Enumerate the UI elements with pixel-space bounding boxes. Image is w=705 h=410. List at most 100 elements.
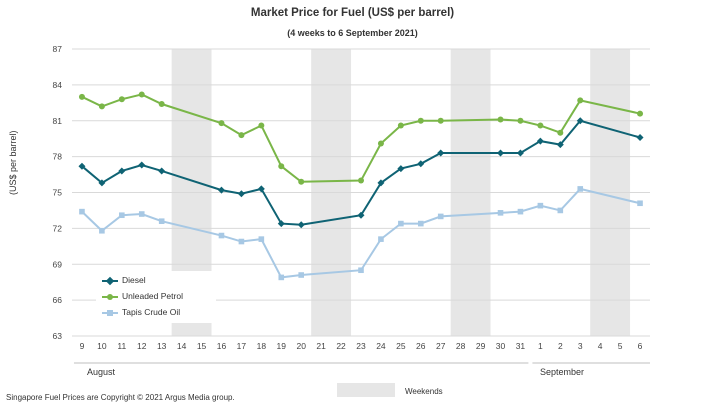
x-tick-label: 27 (436, 341, 446, 351)
data-point (218, 232, 225, 239)
x-tick-label: 2 (558, 341, 563, 351)
data-point (158, 101, 165, 108)
y-tick-label: 87 (53, 44, 63, 54)
data-point (378, 236, 384, 242)
x-tick-label: 15 (197, 341, 207, 351)
x-tick-label: 1 (538, 341, 543, 351)
data-point (398, 220, 404, 227)
x-tick-label: 24 (376, 341, 386, 351)
data-point (138, 91, 145, 98)
data-point (437, 149, 445, 157)
data-point (397, 122, 404, 129)
data-point (377, 179, 385, 187)
data-point (218, 120, 225, 127)
data-point (237, 190, 245, 198)
data-point (98, 179, 106, 187)
x-tick-label: 19 (277, 341, 287, 351)
series-line (81, 93, 641, 183)
x-tick-label: 5 (618, 341, 623, 351)
data-point (258, 236, 265, 242)
data-point (377, 140, 384, 147)
x-tick-label: 21 (316, 341, 326, 351)
x-tick-label: 18 (257, 341, 267, 351)
data-point (357, 211, 365, 219)
month-label-august: August (87, 367, 116, 377)
data-point (278, 274, 285, 281)
x-tick-label: 17 (237, 341, 247, 351)
data-point (417, 160, 425, 168)
data-point (557, 207, 564, 214)
x-tick-label: 30 (496, 341, 506, 351)
data-point (516, 149, 524, 157)
data-point (397, 165, 405, 173)
data-point (537, 122, 544, 129)
data-point (517, 208, 524, 215)
data-point (138, 161, 146, 169)
y-tick-label: 72 (53, 223, 63, 233)
x-tick-label: 20 (296, 341, 306, 351)
data-point (298, 272, 305, 278)
data-point (637, 110, 644, 117)
x-tick-label: 23 (356, 341, 366, 351)
x-tick-label: 28 (456, 341, 466, 351)
data-point (238, 238, 245, 245)
data-point (79, 208, 85, 215)
month-label-september: September (540, 367, 585, 377)
chart-subtitle: (4 weeks to 6 September 2021) (287, 28, 418, 38)
y-tick-label: 84 (53, 80, 63, 90)
data-point (557, 129, 564, 136)
data-point (78, 93, 85, 100)
x-tick-label: 16 (217, 341, 227, 351)
x-tick-label: 29 (476, 341, 486, 351)
circle-icon (107, 294, 113, 300)
data-point (278, 163, 285, 170)
weekends-swatch (337, 383, 395, 397)
x-tick-label: 22 (336, 341, 346, 351)
data-point (217, 186, 225, 194)
y-tick-label: 66 (53, 295, 63, 305)
data-point (98, 103, 105, 110)
y-tick-label: 69 (53, 259, 63, 269)
x-tick-label: 4 (598, 341, 603, 351)
data-point (577, 97, 584, 104)
data-point (577, 186, 584, 192)
x-tick-label: 10 (97, 341, 107, 351)
data-point (138, 211, 145, 217)
copyright-footer: Singapore Fuel Prices are Copyright © 20… (6, 393, 235, 402)
data-point (497, 149, 505, 157)
weekends-label: Weekends (405, 387, 443, 396)
data-point (297, 221, 305, 229)
data-point (536, 137, 544, 145)
data-point (298, 178, 305, 185)
data-point (118, 96, 125, 103)
data-point (358, 177, 364, 184)
x-tick-label: 12 (137, 341, 147, 351)
data-point (277, 220, 285, 228)
data-point (437, 213, 444, 220)
x-tick-label: 31 (516, 341, 526, 351)
x-tick-label: 13 (157, 341, 167, 351)
data-point (257, 185, 265, 193)
diamond-icon (105, 276, 115, 286)
data-point (576, 117, 584, 125)
data-point (158, 167, 166, 175)
x-tick-label: 9 (80, 341, 85, 351)
legend: Diesel Unleaded Petrol Tapis Crude Oil (96, 271, 216, 323)
data-point (556, 141, 564, 149)
x-tick-label: 26 (416, 341, 426, 351)
data-point (497, 210, 504, 216)
chart-title: Market Price for Fuel (US$ per barrel) (250, 7, 455, 19)
data-point (258, 122, 265, 129)
y-tick-label: 81 (53, 116, 63, 126)
data-point (158, 218, 165, 224)
x-tick-label: 6 (638, 341, 643, 351)
data-point (118, 167, 126, 175)
data-point (437, 117, 444, 124)
y-tick-label: 78 (53, 152, 63, 162)
data-point (637, 200, 643, 207)
y-tick-label: 63 (53, 331, 63, 341)
data-point (497, 116, 504, 123)
data-point (537, 202, 544, 209)
x-tick-label: 3 (578, 341, 583, 351)
